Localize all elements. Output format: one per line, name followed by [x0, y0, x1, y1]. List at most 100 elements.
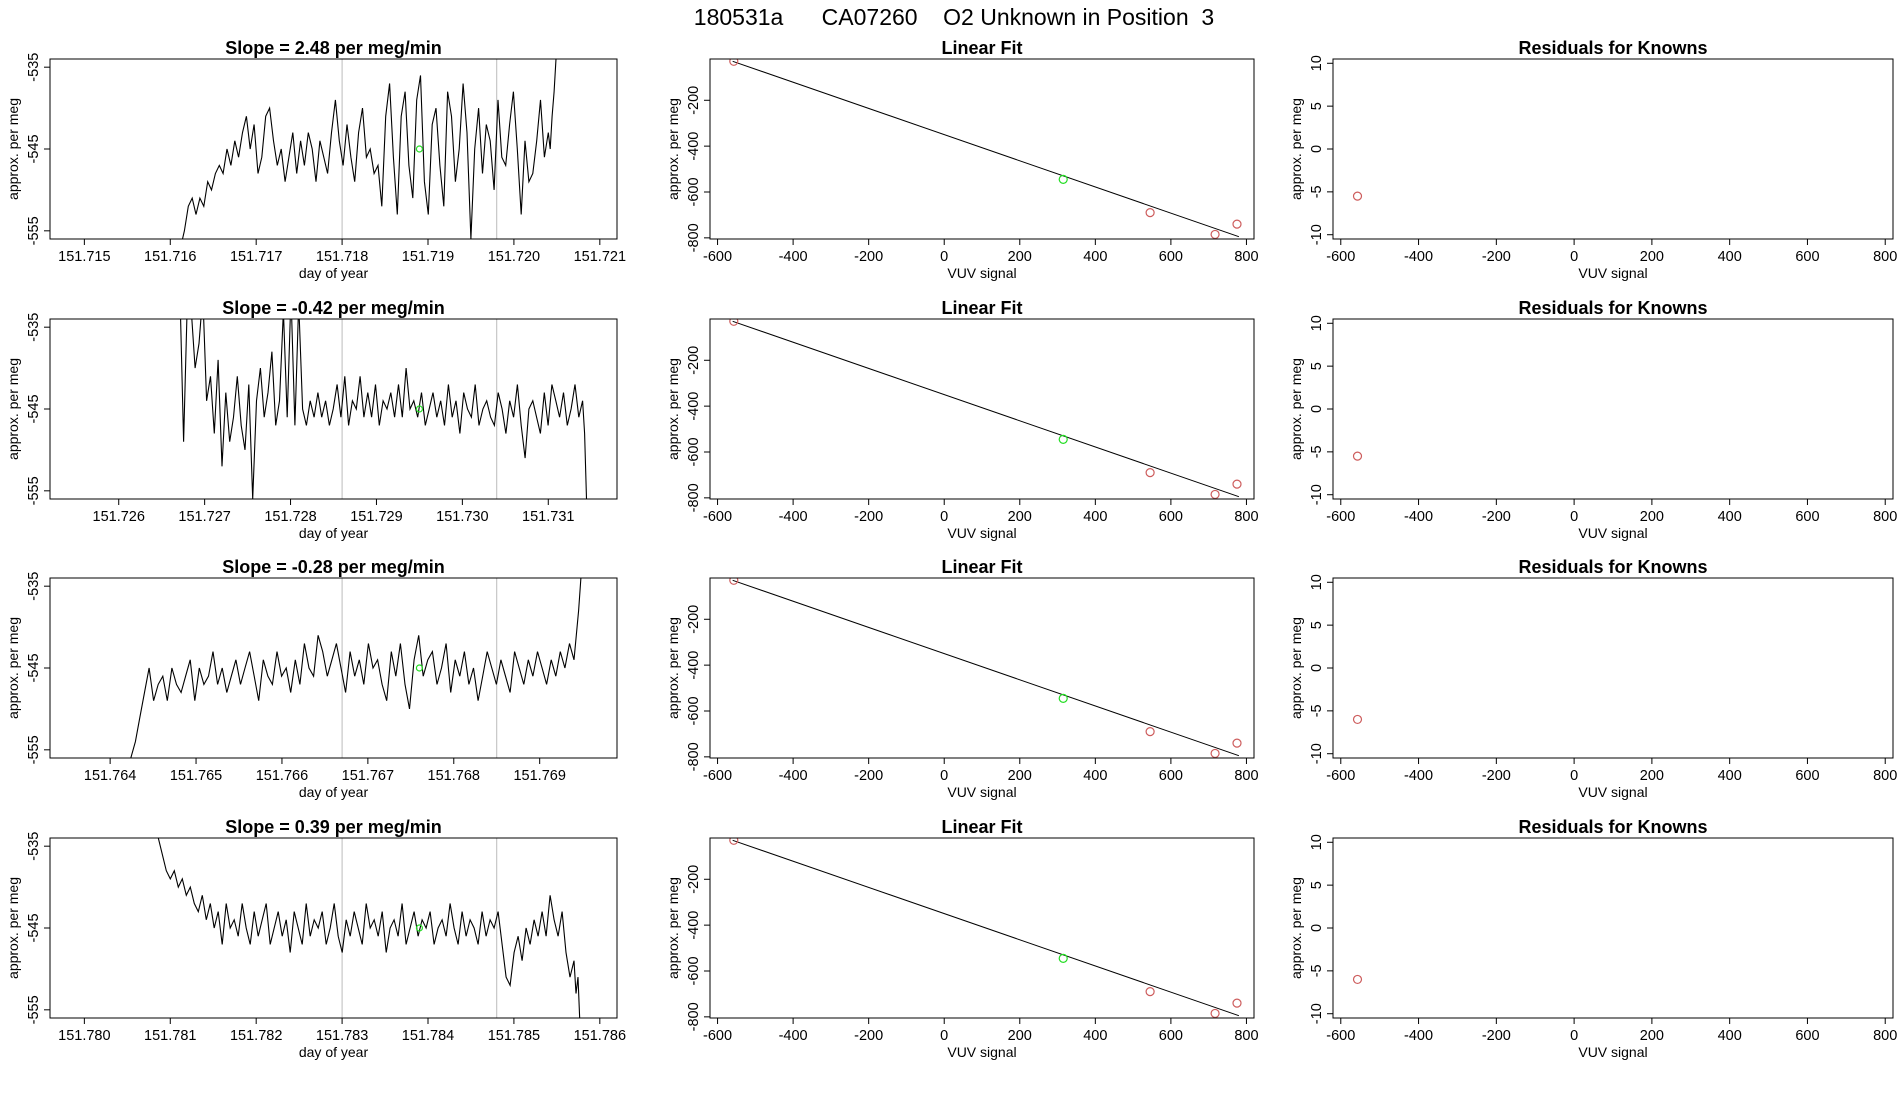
panel-title: Linear Fit	[941, 817, 1022, 837]
x-tick-label: 200	[1008, 249, 1032, 265]
y-axis-label: approx. per meg	[665, 358, 681, 460]
plot-area	[1352, 451, 1363, 461]
x-tick-label: 151.730	[436, 509, 488, 525]
known-data-point	[1232, 479, 1242, 489]
x-tick-label: -200	[854, 509, 883, 525]
y-tick-label: -545	[26, 913, 42, 942]
x-tick-label: -600	[1326, 1028, 1355, 1044]
known-data-point	[1232, 998, 1242, 1008]
residuals-panel-row-1: Residuals for Knowns -600 -400 -200 0 200 400 6…	[1288, 38, 1897, 281]
plot-area	[729, 319, 1242, 499]
x-tick-label: 0	[1570, 509, 1578, 525]
x-axis-label: VUV signal	[1578, 265, 1647, 281]
panel-title: Residuals for Knowns	[1518, 817, 1707, 837]
y-tick-label: 0	[1309, 924, 1325, 932]
x-tick-label: 200	[1640, 1028, 1664, 1044]
x-tick-label: -200	[1482, 249, 1511, 265]
unknown-marker-point	[415, 145, 424, 153]
plot-frame	[1332, 837, 1894, 1019]
x-tick-label: 151.784	[402, 1028, 454, 1044]
x-tick-label: 0	[940, 249, 948, 265]
plot-frame	[49, 837, 618, 1019]
fit-line	[732, 579, 1240, 757]
figure-title: 180531a CA07260 O2 Unknown in Position 3	[694, 4, 1214, 30]
x-tick-label: -200	[854, 768, 883, 784]
y-tick-label: 5	[1309, 362, 1325, 370]
y-axis-label: approx. per meg	[1288, 98, 1304, 200]
y-tick-label: -5	[1309, 704, 1325, 717]
timeseries-panel-row-1: Slope = 2.48 per meg/min 151.715 151.716 15…	[5, 38, 626, 281]
y-tick-label: 0	[1309, 664, 1325, 672]
plot-area	[181, 59, 557, 239]
x-tick-label: 800	[1873, 509, 1897, 525]
residuals-panel-row-3: Residuals for Knowns -600 -400 -200 0 200 400 6…	[1288, 557, 1897, 800]
plot-frame	[49, 318, 618, 500]
x-tick-label: 151.780	[58, 1028, 110, 1044]
plot-area	[729, 59, 1242, 239]
x-axis-label: day of year	[299, 525, 369, 541]
x-tick-label: -400	[1404, 1028, 1433, 1044]
residual-point	[1352, 714, 1363, 725]
y-axis-label: approx. per meg	[665, 617, 681, 719]
y-tick-label: -545	[26, 394, 42, 423]
known-data-point	[1210, 1008, 1220, 1018]
known-data-point	[1145, 208, 1155, 218]
linear_fit-panel-row-2: Linear Fit -600 -400 -200 0 200 400 600 800 -200 -…	[665, 298, 1259, 541]
y-tick-label: -800	[686, 483, 702, 512]
y-axis-label: approx. per meg	[665, 877, 681, 979]
x-tick-label: 151.768	[428, 768, 480, 784]
y-tick-label: -400	[686, 392, 702, 421]
x-tick-label: 151.785	[488, 1028, 540, 1044]
known-data-point	[729, 59, 739, 66]
x-tick-label: 0	[1570, 1028, 1578, 1044]
panel-title: Residuals for Knowns	[1518, 38, 1707, 58]
x-axis-label: day of year	[299, 265, 369, 281]
y-tick-label: -10	[1309, 743, 1325, 764]
fit-line	[732, 320, 1240, 498]
x-tick-label: 400	[1083, 768, 1107, 784]
x-tick-label: -600	[703, 768, 732, 784]
y-tick-label: -5	[1309, 445, 1325, 458]
y-axis-label: approx. per meg	[5, 617, 21, 719]
x-tick-label: -200	[1482, 768, 1511, 784]
known-data-point	[1145, 727, 1155, 737]
x-tick-label: -600	[703, 509, 732, 525]
linear_fit-panel-row-4: Linear Fit -600 -400 -200 0 200 400 600 800 -200 -…	[665, 817, 1259, 1060]
residual-point	[1352, 191, 1363, 201]
series-line	[130, 578, 582, 758]
y-tick-label: -200	[686, 346, 702, 375]
residuals-panel-row-4: Residuals for Knowns -600 -400 -200 0 200 400 6…	[1288, 817, 1897, 1060]
y-tick-label: -545	[26, 134, 42, 163]
x-tick-label: -600	[703, 1028, 732, 1044]
fit-line	[732, 60, 1240, 238]
panel-title: Slope = -0.28 per meg/min	[222, 557, 445, 577]
x-tick-label: 151.782	[230, 1028, 282, 1044]
plot-frame	[49, 58, 618, 240]
x-tick-label: 600	[1795, 1028, 1819, 1044]
panel-title: Residuals for Knowns	[1518, 557, 1707, 577]
x-tick-label: 200	[1640, 509, 1664, 525]
fit-line	[732, 839, 1240, 1017]
x-tick-label: 151.716	[144, 249, 196, 265]
plot-frame	[1332, 577, 1894, 759]
plot-area	[729, 578, 1242, 758]
x-tick-label: 151.769	[513, 768, 565, 784]
y-tick-label: -600	[686, 696, 702, 725]
known-data-point	[729, 319, 739, 326]
panel-title: Linear Fit	[941, 38, 1022, 58]
x-tick-label: 151.786	[574, 1028, 626, 1044]
y-tick-label: -10	[1309, 224, 1325, 245]
y-tick-label: -535	[26, 53, 42, 82]
x-tick-label: -400	[1404, 509, 1433, 525]
y-tick-label: -555	[26, 216, 42, 245]
x-tick-label: -400	[1404, 249, 1433, 265]
x-tick-label: 151.727	[178, 509, 230, 525]
y-tick-label: 10	[1309, 55, 1325, 71]
y-tick-label: 10	[1309, 834, 1325, 850]
known-data-point	[1210, 489, 1220, 499]
panel-title: Slope = 0.39 per meg/min	[225, 817, 442, 837]
x-tick-label: 151.783	[316, 1028, 368, 1044]
y-tick-label: 5	[1309, 102, 1325, 110]
x-tick-label: 200	[1640, 249, 1664, 265]
x-tick-label: 400	[1083, 509, 1107, 525]
